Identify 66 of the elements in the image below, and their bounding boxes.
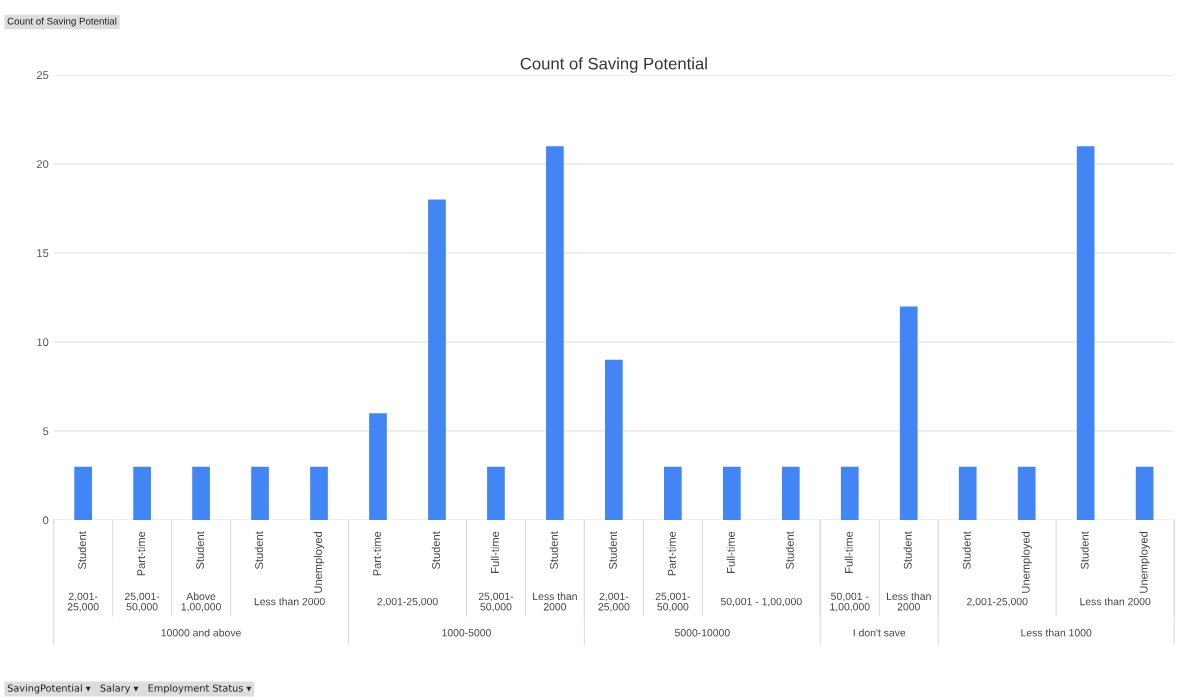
text: SavingPotential ▾ Salary ▾ Employment Status ▾: [7, 684, 252, 694]
bar: [781, 466, 800, 521]
y-tick-label: 20: [36, 160, 49, 169]
text: 1000-5000: [442, 629, 491, 637]
text: Less than 2000: [533, 592, 577, 611]
x-tick-label: Full-time: [726, 531, 735, 573]
x-tick-label: Part-time: [372, 531, 381, 576]
x-tick-label: Student: [254, 531, 264, 570]
x-tick-label: Student: [785, 531, 794, 570]
x-tick-label: Full-time: [490, 531, 499, 573]
text: 25,001- 50,000: [124, 592, 160, 612]
text: 50,001 - 1,00,000: [830, 592, 870, 612]
text: 25,001- 50,000: [655, 592, 691, 612]
bar: [546, 146, 564, 521]
text: Less than 2000: [1080, 597, 1151, 606]
y-tick-label: 5: [43, 427, 49, 436]
x-tick-label: Full-time: [844, 531, 853, 573]
text: Less than 1000: [1021, 628, 1092, 637]
text: 2,001- 25,000: [67, 592, 99, 612]
x-tick-label: Student: [431, 531, 440, 570]
bar: [428, 199, 446, 521]
bar: [722, 466, 741, 521]
text: 25,001- 50,000: [478, 592, 514, 612]
text: I don't save: [853, 628, 906, 637]
bar: [840, 466, 859, 521]
x-tick-label: Student: [903, 531, 912, 570]
x-tick-label: Student: [1080, 531, 1089, 570]
bar: [664, 466, 682, 521]
x-tick-label: Student: [549, 531, 558, 570]
text: Less than 2000: [887, 592, 931, 611]
bar: [1076, 146, 1095, 521]
y-tick-label: 10: [37, 338, 49, 347]
x-tick-label: Part-time: [667, 531, 676, 576]
bar: [1017, 466, 1036, 521]
text: 5000-10000: [674, 629, 730, 637]
text: 50,001 - 1,00,000: [720, 597, 802, 607]
x-tick-label: Student: [77, 531, 87, 570]
bar: [251, 466, 269, 521]
text: Above 1,00,000: [181, 592, 221, 612]
x-tick-label: Student: [962, 531, 971, 570]
text: Less than 2000: [254, 597, 325, 606]
bar: [958, 466, 977, 521]
text: 10000 and above: [161, 628, 241, 637]
y-tick-label: 0: [43, 516, 49, 525]
bar: [1135, 466, 1154, 521]
text: 2,001- 25,000: [598, 592, 630, 612]
bar: [605, 359, 623, 521]
y-tick-label: 25: [36, 71, 49, 80]
chart-title: Count of Saving Potential: [520, 57, 707, 73]
x-tick-label: Part-time: [136, 531, 146, 576]
bar: [899, 306, 918, 521]
x-tick-label: Unemployed: [313, 531, 325, 593]
x-tick-label: Student: [195, 531, 205, 570]
text: Count of Saving Potential: [7, 17, 117, 27]
bar: [133, 466, 151, 521]
bar: [74, 466, 92, 521]
text: 2,001-25,000: [967, 597, 1028, 607]
y-tick-label: 15: [37, 249, 49, 258]
x-tick-label: Student: [608, 531, 617, 570]
text: 2,001-25,000: [377, 597, 438, 607]
x-tick-label: Unemployed: [1021, 531, 1032, 593]
x-tick-label: Unemployed: [1139, 531, 1150, 593]
bar: [369, 413, 387, 521]
bar: [310, 466, 328, 521]
bar: [192, 466, 210, 521]
bar: [487, 466, 505, 521]
